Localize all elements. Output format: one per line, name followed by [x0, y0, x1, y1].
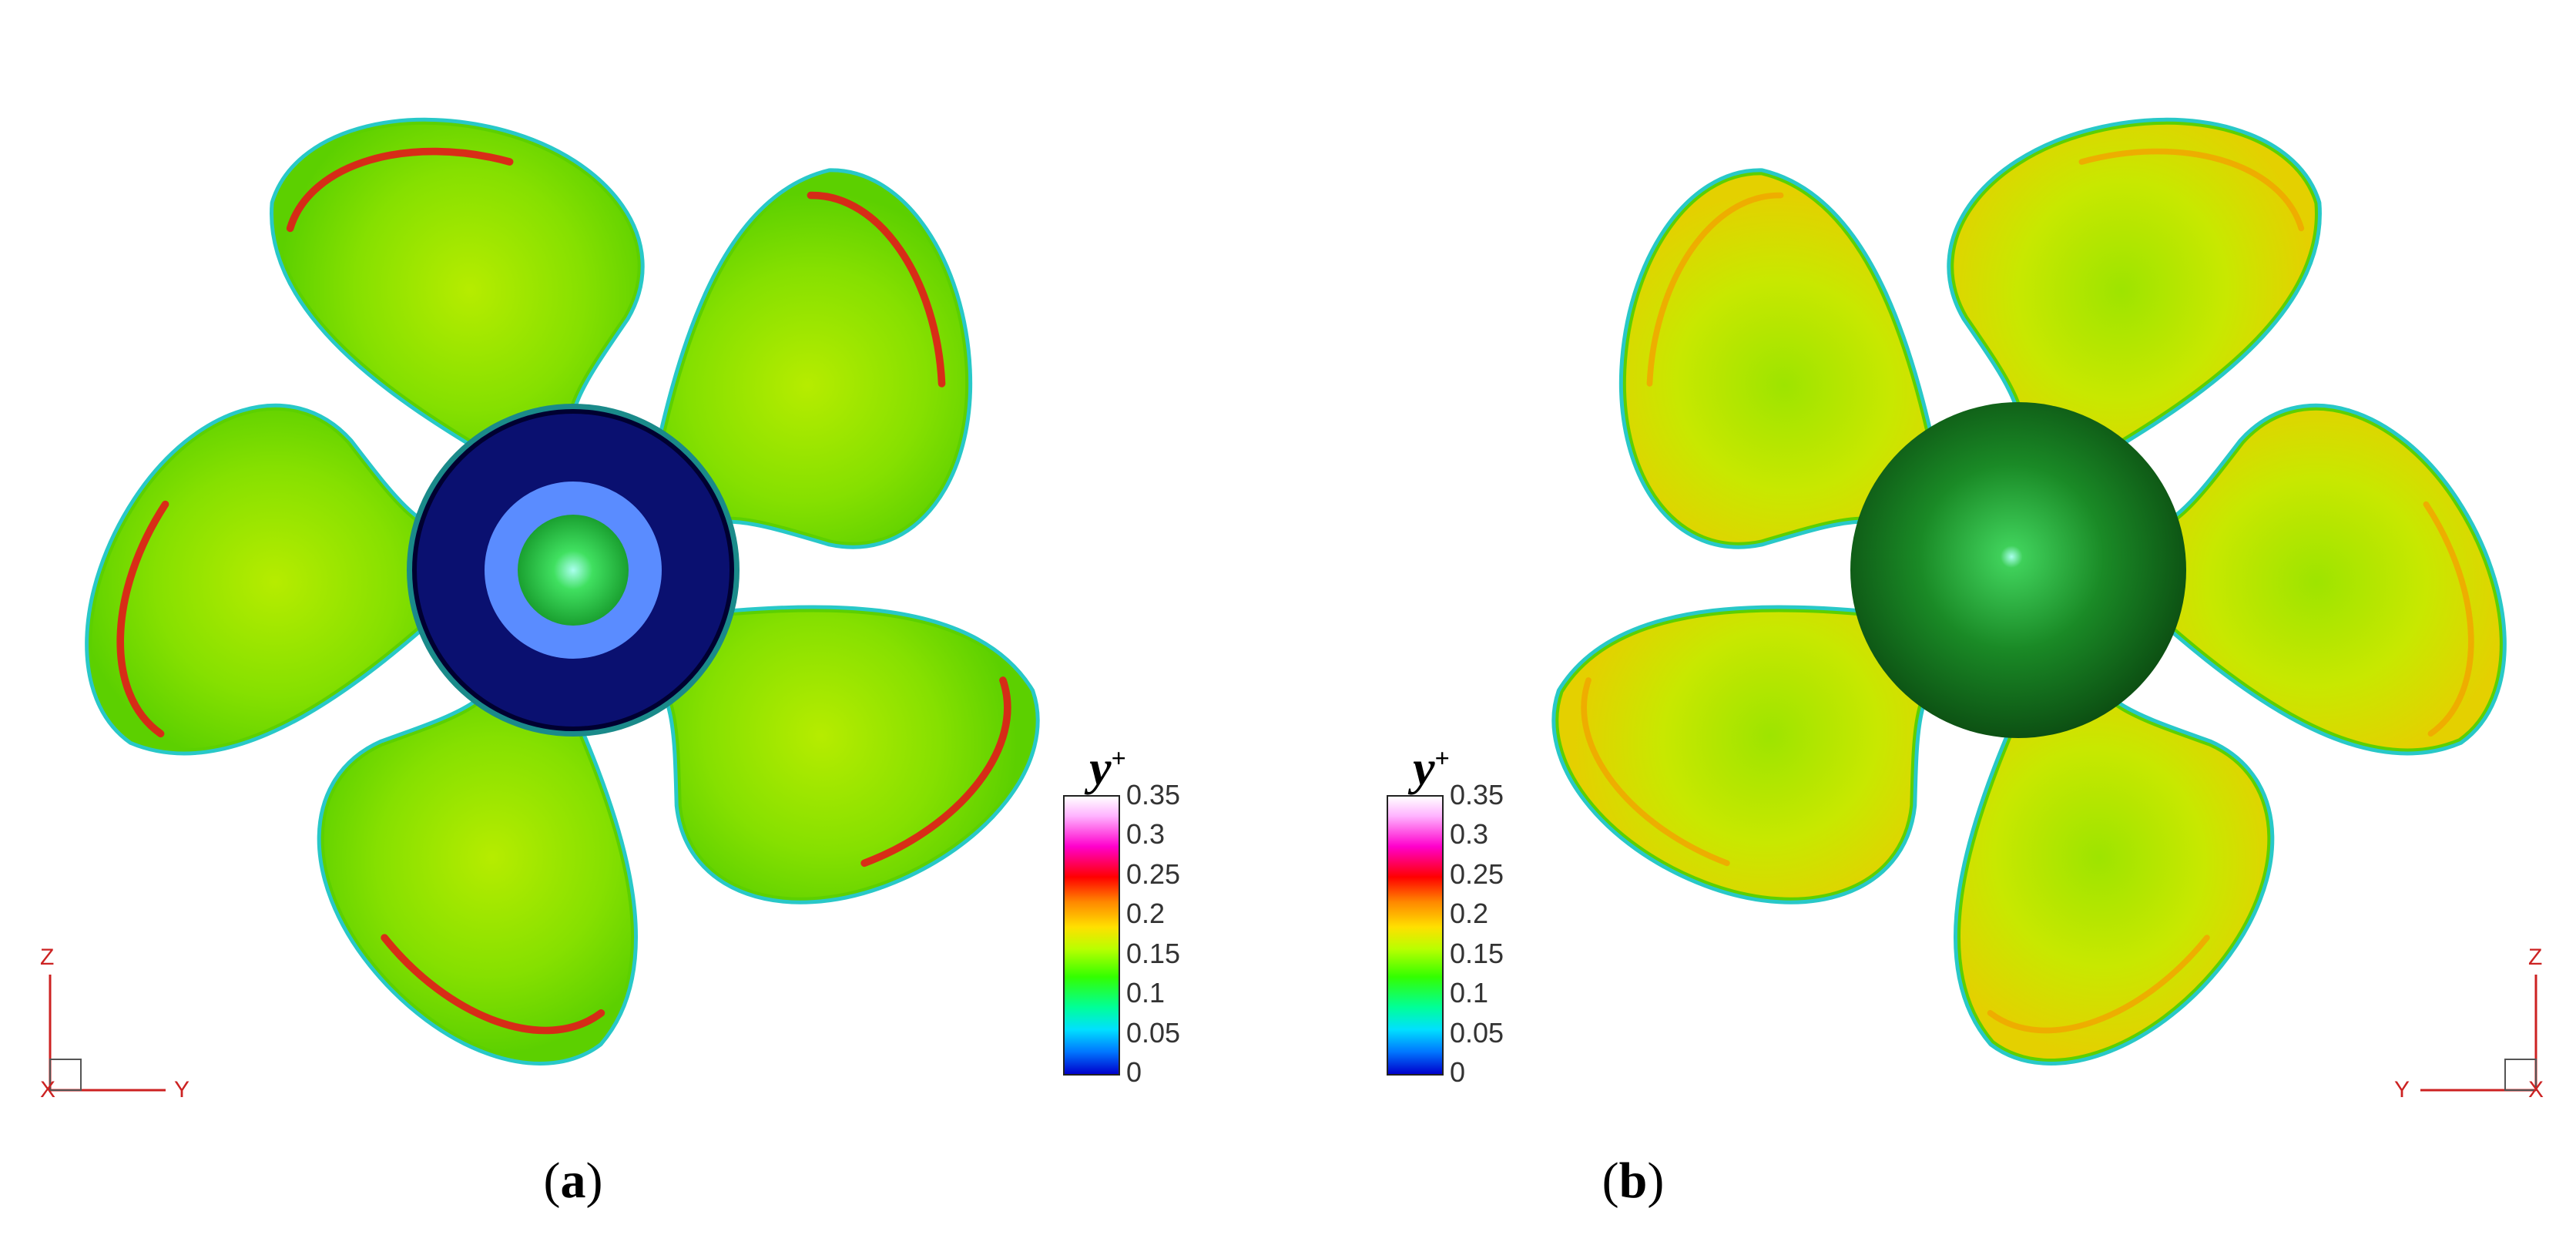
propeller-blade [648, 168, 973, 549]
axis-label-x: X [40, 1077, 56, 1102]
hub-a [407, 404, 740, 737]
blades-b [1551, 117, 2507, 1066]
colorbar-tick: 0.35 [1126, 779, 1181, 810]
propeller-blade [317, 661, 638, 1066]
colorbar-tick: 0.15 [1126, 937, 1181, 969]
hub-b [1850, 402, 2186, 738]
colorbar-legend-a: y+ 0.35 0.3 0.25 0.2 0.15 0.1 0.05 0 [1046, 740, 1293, 1125]
colorbar-tick: 0.05 [1126, 1016, 1181, 1049]
propeller-blade [1551, 605, 1954, 904]
propeller-suction-side [85, 117, 1040, 1066]
propeller-blade [270, 117, 645, 472]
colorbar [1387, 795, 1444, 1076]
colorbar-tick: 0.3 [1450, 818, 1489, 851]
axis-label-y: Y [2394, 1077, 2410, 1102]
colorbar-tick: 0.2 [1126, 898, 1166, 930]
colorbar-tick: 0.05 [1450, 1016, 1504, 1049]
propeller-blade [2126, 403, 2507, 756]
colorbar-tick: 0.25 [1450, 857, 1504, 890]
axis-label-z: Z [2528, 945, 2543, 970]
axis-label-y: Y [174, 1077, 190, 1102]
panel-b: Z Y X y+ 0.35 0.3 0.25 0.2 0.15 0.1 0.05 0 (b) [1288, 0, 2576, 1235]
axes-triad-b: Z Y X [2366, 940, 2567, 1102]
colorbar-tick: 0.2 [1450, 898, 1489, 930]
propeller-blade [1954, 661, 2275, 1066]
colorbar-legend-b: y+ 0.35 0.3 0.25 0.2 0.15 0.1 0.05 0 [1370, 740, 1616, 1125]
caption-a: (a) [543, 1153, 603, 1209]
colorbar-tick: 0.1 [1450, 977, 1489, 1009]
propeller-blade [1947, 117, 2322, 472]
axes-triad-a: Z Y X [23, 940, 223, 1102]
blades-a [85, 117, 1040, 1066]
propeller-blade [1618, 168, 1944, 549]
axis-label-x: X [2528, 1077, 2544, 1102]
legend-title: y+ [1089, 740, 1126, 795]
colorbar-tick: 0.3 [1126, 818, 1166, 851]
colorbar [1063, 795, 1120, 1076]
colorbar-tick: 0 [1126, 1056, 1142, 1088]
panel-a: Z Y X y+ 0.35 0.3 0.25 0.2 0.15 0.1 0.05 0 (a) [23, 117, 1180, 1209]
colorbar-tick: 0.15 [1450, 937, 1504, 969]
axis-label-z: Z [40, 945, 55, 970]
colorbar-tick: 0.1 [1126, 977, 1166, 1009]
legend-title: y+ [1413, 740, 1450, 795]
propeller-blade [85, 403, 465, 756]
caption-b: (b) [1602, 1153, 1665, 1209]
colorbar-tick: 0 [1450, 1056, 1466, 1088]
colorbar-tick: 0.35 [1450, 779, 1504, 810]
propeller-blade [638, 605, 1040, 904]
propeller-pressure-side [1551, 117, 2507, 1066]
colorbar-tick: 0.25 [1126, 857, 1181, 890]
